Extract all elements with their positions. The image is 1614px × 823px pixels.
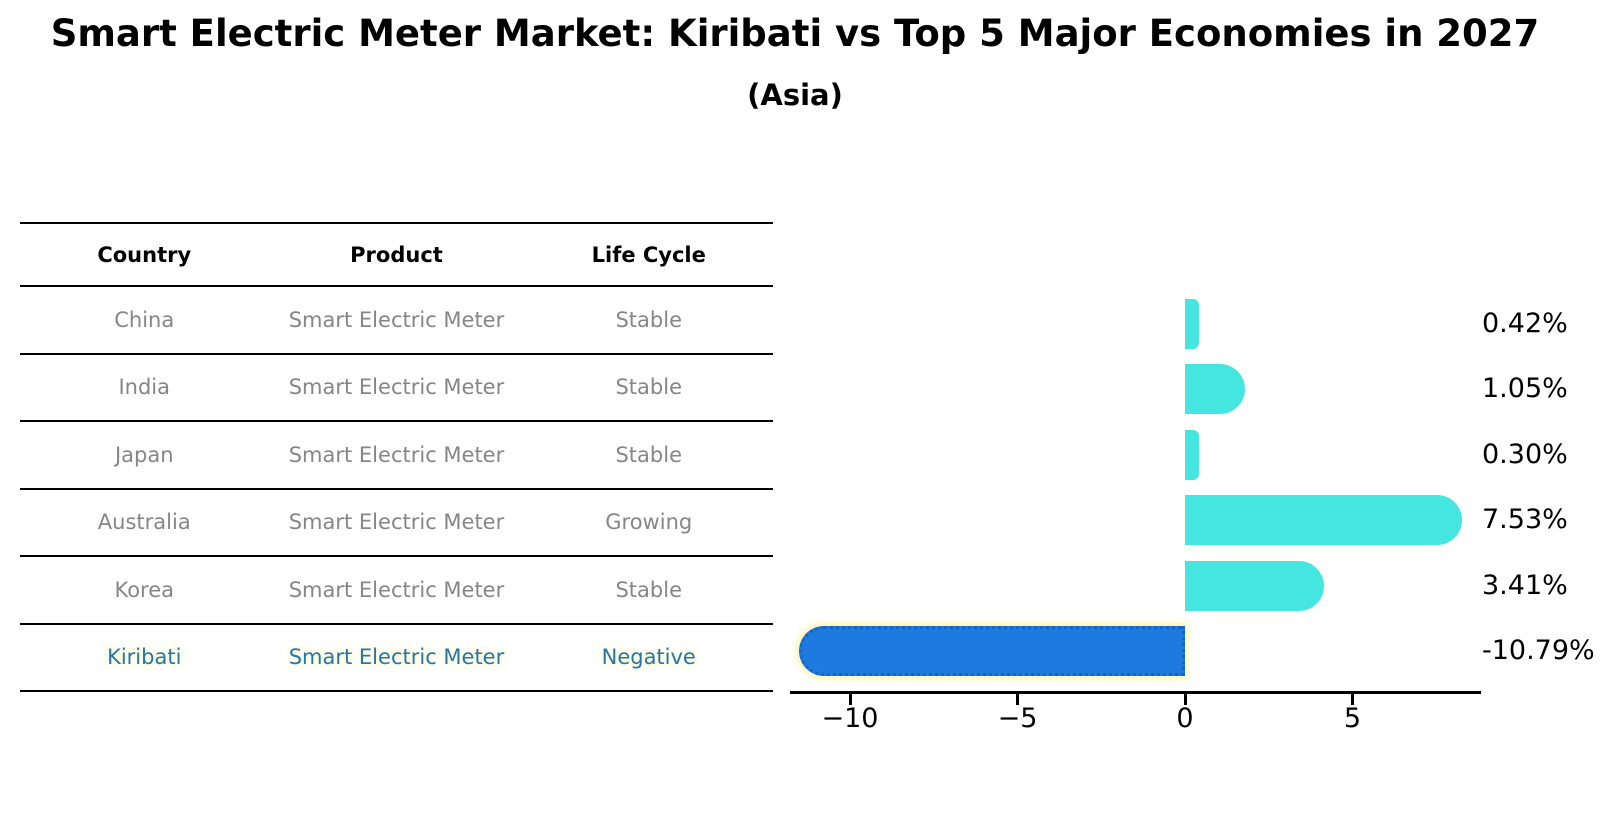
value-label-china: 0.42% (1482, 308, 1568, 339)
cell-country: Australia (97, 510, 191, 535)
country-table: Country Product Life Cycle China Smart El… (20, 222, 773, 692)
cell-life-cycle: Stable (615, 577, 682, 602)
x-tick-mark (1183, 694, 1187, 705)
table-header-life-cycle: Life Cycle (591, 242, 706, 267)
value-label-kiribati: -10.79% (1482, 635, 1595, 666)
value-label-korea: 3.41% (1482, 569, 1568, 601)
cell-life-cycle: Growing (605, 510, 693, 535)
x-axis (790, 691, 1481, 694)
x-tick-label: 0 (1176, 703, 1194, 734)
bar-china (1185, 299, 1200, 349)
cell-life-cycle: Stable (615, 307, 682, 332)
x-tick-mark (848, 694, 852, 705)
cell-product: Smart Electric Meter (288, 577, 505, 602)
x-tick-mark (1351, 694, 1354, 705)
cell-country: China (114, 307, 175, 332)
table-header-product: Product (350, 242, 443, 267)
x-tick-label: −5 (997, 703, 1038, 734)
table-row-china: China Smart Electric Meter Stable (20, 287, 773, 355)
x-tick-label: 5 (1343, 703, 1362, 734)
table-header-row: Country Product Life Cycle (20, 224, 773, 287)
bar-india (1185, 364, 1246, 415)
cell-product: Smart Electric Meter (288, 307, 505, 332)
table-row-australia: Australia Smart Electric Meter Growing (20, 490, 773, 557)
value-label-japan: 0.30% (1482, 438, 1568, 470)
cell-country: Korea (114, 577, 175, 602)
cell-product: Smart Electric Meter (288, 375, 505, 400)
value-label-india: 1.05% (1482, 373, 1568, 405)
cell-life-cycle: Stable (615, 442, 682, 467)
bar-japan (1185, 429, 1199, 480)
bar-kiribati (798, 626, 1185, 676)
cell-country: India (118, 375, 171, 400)
cell-country: Kiribati (107, 645, 182, 670)
table-row-kiribati: Kiribati Smart Electric Meter Negative (20, 625, 773, 692)
x-tick-mark (1016, 694, 1019, 705)
value-label-australia: 7.53% (1482, 504, 1568, 536)
table-row-india: India Smart Electric Meter Stable (20, 355, 773, 422)
cell-product: Smart Electric Meter (288, 645, 505, 670)
page-title: Smart Electric Meter Market: Kiribati vs… (50, 12, 1540, 55)
cell-product: Smart Electric Meter (288, 442, 505, 467)
x-tick-label: −10 (821, 703, 879, 734)
bar-korea (1185, 560, 1325, 611)
table-body: China Smart Electric Meter Stable India Smar… (20, 287, 773, 692)
table-row-japan: Japan Smart Electric Meter Stable (20, 422, 773, 490)
cell-country: Japan (114, 442, 174, 467)
table-row-korea: Korea Smart Electric Meter Stable (20, 557, 773, 625)
cell-life-cycle: Negative (601, 645, 696, 670)
bar-australia (1185, 495, 1463, 546)
cell-life-cycle: Stable (615, 375, 682, 400)
cell-product: Smart Electric Meter (288, 510, 505, 535)
page-subtitle: (Asia) (747, 78, 843, 112)
table-header-country: Country (97, 242, 192, 267)
